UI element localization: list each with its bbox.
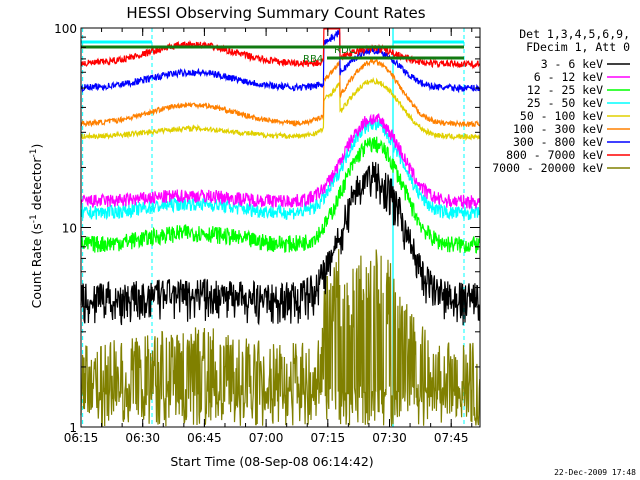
x-tick-label-1: 06:30 [125, 431, 160, 445]
x-tick-label-6: 07:45 [434, 431, 469, 445]
legend-header-2: FDecim 1, Att 0 [526, 40, 630, 54]
series-line-0 [80, 161, 481, 326]
x-tick-label-2: 06:45 [187, 431, 222, 445]
series-line-1 [80, 113, 481, 210]
x-tick-label-5: 07:30 [372, 431, 407, 445]
legend-label-0: 3 - 6 keV [541, 57, 603, 71]
legend-label-8: 7000 - 20000 keV [492, 161, 603, 175]
legend-label-4: 50 - 100 keV [520, 109, 603, 123]
series-line-8 [80, 249, 481, 428]
legend-label-6: 300 - 800 keV [513, 135, 603, 149]
chart-title: HESSI Observing Summary Count Rates [126, 4, 425, 22]
legend-label-1: 6 - 12 keV [534, 70, 603, 84]
series-line-4 [80, 76, 481, 142]
x-tick-label-3: 07:00 [249, 431, 284, 445]
series-line-5 [80, 57, 481, 128]
annotation-rb4: RB4 [303, 54, 323, 65]
series-line-2 [80, 136, 481, 254]
legend: Det 1,3,4,5,6,9, FDecim 1, Att 0 3 - 6 k… [492, 27, 630, 175]
x-tick-label-4: 07:15 [311, 431, 346, 445]
y-tick-label-2: 100 [54, 22, 77, 36]
x-tick-labels: 06:15 06:30 06:45 07:00 07:15 07:30 07:45 [64, 431, 469, 445]
legend-label-2: 12 - 25 keV [527, 83, 603, 97]
legend-header-1: Det 1,3,4,5,6,9, [519, 27, 630, 41]
legend-label-3: 25 - 50 keV [527, 96, 603, 110]
y-tick-label-0: 1 [69, 421, 77, 435]
footer-date: 22-Dec-2009 17:48 [554, 468, 636, 477]
x-tick-label-0: 06:15 [64, 431, 99, 445]
series-line-3 [80, 117, 481, 221]
legend-label-7: 800 - 7000 keV [506, 148, 603, 162]
series-line-6 [80, 29, 481, 94]
y-tick-label-1: 10 [62, 222, 77, 236]
y-tick-labels: 1 10 100 [54, 22, 77, 435]
x-axis-label: Start Time (08-Sep-08 06:14:42) [170, 454, 373, 469]
series-line-7 [80, 28, 481, 70]
plot-area: RDC RB4 [80, 27, 481, 428]
y-axis-label: Count Rate (s-1 detector-1) [29, 144, 44, 309]
legend-label-5: 100 - 300 keV [513, 122, 603, 136]
annotation-rdc: RDC [334, 45, 356, 56]
